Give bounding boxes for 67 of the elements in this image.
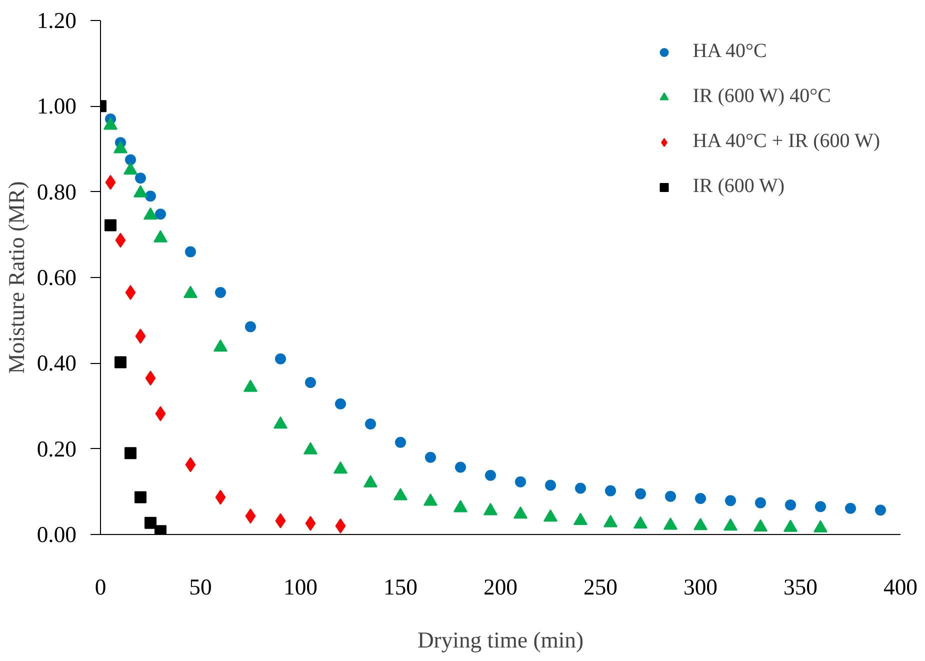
point	[155, 406, 166, 422]
point	[695, 493, 706, 504]
point	[245, 508, 256, 524]
point	[155, 208, 166, 220]
y-tick-label: 1.00	[36, 94, 77, 119]
x-tick-label: 400	[884, 574, 918, 600]
point	[335, 398, 346, 410]
point	[185, 246, 196, 258]
point	[215, 490, 226, 505]
point	[875, 504, 886, 516]
point	[125, 154, 136, 166]
y-tick-label: 0.60	[36, 265, 77, 290]
point	[145, 190, 156, 202]
point	[125, 284, 136, 300]
x-tick-label: 100	[284, 574, 318, 600]
point	[455, 462, 466, 473]
point	[134, 491, 146, 504]
y-tick-label: 1.20	[36, 8, 77, 33]
point	[104, 219, 116, 232]
point	[145, 370, 156, 386]
point	[575, 482, 586, 494]
point	[144, 516, 156, 529]
point	[114, 356, 126, 368]
point	[124, 447, 136, 460]
point	[365, 418, 376, 430]
point	[115, 232, 126, 248]
point	[605, 485, 616, 496]
point	[755, 497, 766, 508]
y-axis-title: Moisture Ratio (MR)	[4, 181, 29, 374]
legend-label: HA 40°C + IR (600 W)	[692, 130, 880, 153]
x-tick-label: 0	[94, 574, 106, 600]
legend-label: IR (600 W)	[692, 175, 785, 198]
y-tick-label: 0.00	[36, 522, 77, 547]
point	[785, 499, 796, 510]
point	[425, 452, 436, 463]
point	[725, 495, 736, 506]
x-tick-label: 150	[384, 574, 418, 600]
legend-label: HA 40°C	[692, 40, 767, 63]
point	[135, 172, 146, 184]
x-tick-label: 250	[584, 574, 618, 600]
point	[815, 501, 826, 512]
x-tick-label: 200	[484, 574, 518, 600]
point	[245, 321, 256, 332]
point	[515, 476, 526, 488]
point	[545, 480, 556, 491]
point	[305, 376, 316, 388]
point	[185, 457, 196, 472]
point	[485, 470, 496, 481]
point	[275, 353, 286, 364]
point	[135, 328, 146, 344]
legend-label: IR (600 W) 40°C	[692, 85, 831, 108]
point	[665, 490, 676, 502]
x-tick-label: 300	[684, 574, 718, 600]
point	[105, 174, 116, 190]
y-tick-label: 0.20	[36, 436, 77, 462]
point	[635, 488, 646, 500]
y-tick-label: 0.40	[36, 350, 77, 376]
x-axis-title: Drying time (min)	[417, 628, 584, 652]
x-tick-label: 350	[784, 574, 818, 600]
point	[305, 516, 316, 531]
point	[395, 436, 406, 448]
point	[275, 513, 286, 528]
x-tick-label: 50	[189, 574, 212, 600]
point	[335, 518, 346, 534]
point	[845, 502, 856, 514]
y-tick-label: 0.80	[36, 179, 77, 204]
point	[215, 287, 226, 298]
